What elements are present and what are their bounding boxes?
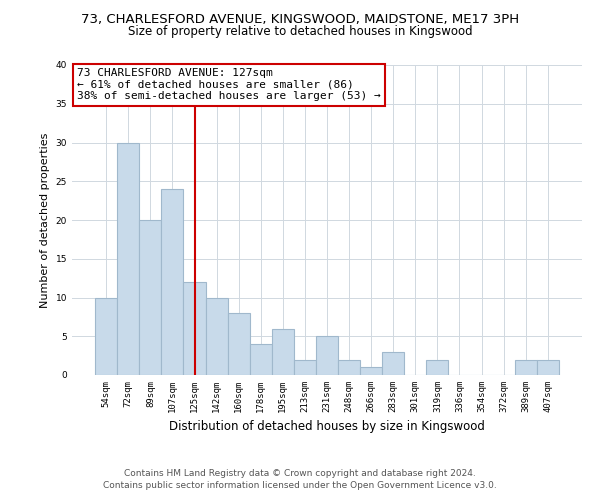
X-axis label: Distribution of detached houses by size in Kingswood: Distribution of detached houses by size …: [169, 420, 485, 434]
Bar: [537, 360, 559, 375]
Text: Contains public sector information licensed under the Open Government Licence v3: Contains public sector information licen…: [103, 481, 497, 490]
Bar: [316, 336, 338, 375]
Bar: [294, 360, 316, 375]
Bar: [117, 142, 139, 375]
Bar: [184, 282, 206, 375]
Bar: [515, 360, 537, 375]
Bar: [139, 220, 161, 375]
Text: Size of property relative to detached houses in Kingswood: Size of property relative to detached ho…: [128, 25, 472, 38]
Bar: [338, 360, 360, 375]
Bar: [382, 352, 404, 375]
Bar: [427, 360, 448, 375]
Text: 73, CHARLESFORD AVENUE, KINGSWOOD, MAIDSTONE, ME17 3PH: 73, CHARLESFORD AVENUE, KINGSWOOD, MAIDS…: [81, 12, 519, 26]
Y-axis label: Number of detached properties: Number of detached properties: [40, 132, 50, 308]
Bar: [360, 367, 382, 375]
Bar: [161, 189, 184, 375]
Bar: [250, 344, 272, 375]
Bar: [206, 298, 227, 375]
Bar: [95, 298, 117, 375]
Bar: [227, 313, 250, 375]
Text: 73 CHARLESFORD AVENUE: 127sqm
← 61% of detached houses are smaller (86)
38% of s: 73 CHARLESFORD AVENUE: 127sqm ← 61% of d…: [77, 68, 381, 102]
Text: Contains HM Land Registry data © Crown copyright and database right 2024.: Contains HM Land Registry data © Crown c…: [124, 468, 476, 477]
Bar: [272, 328, 294, 375]
